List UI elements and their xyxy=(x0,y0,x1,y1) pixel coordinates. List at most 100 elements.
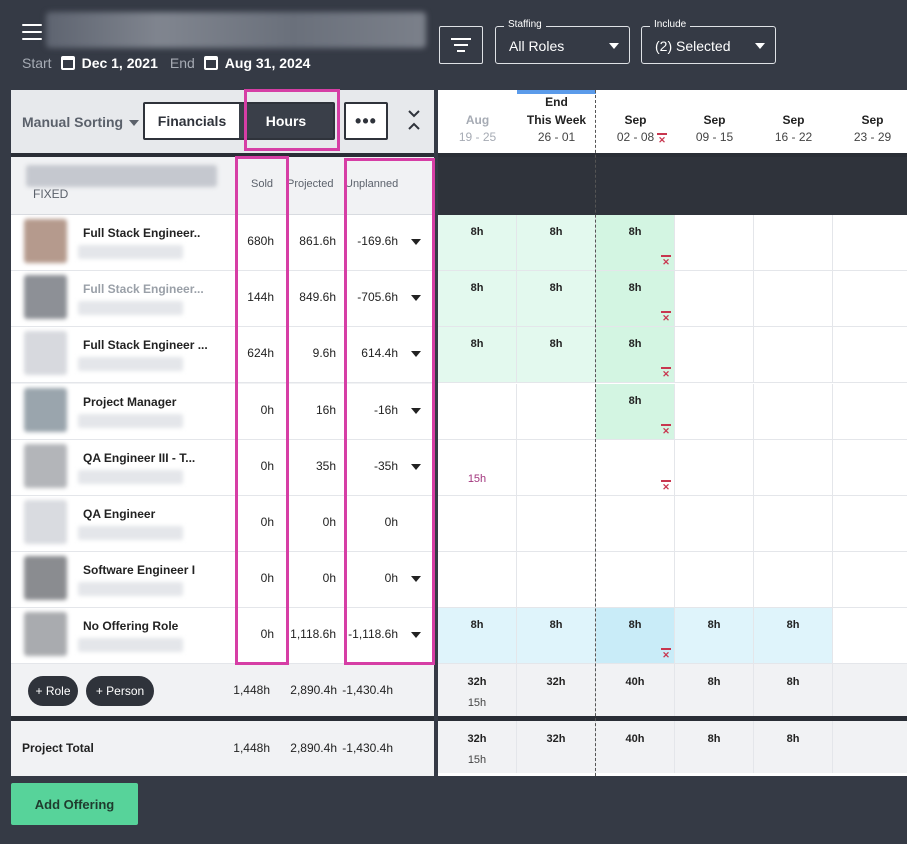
hours-cell[interactable]: ✕ xyxy=(596,439,675,496)
hours-cell[interactable] xyxy=(754,271,833,328)
hours-cell[interactable]: 8h xyxy=(517,608,596,665)
chevron-down-icon[interactable] xyxy=(411,351,421,358)
role-title[interactable]: Full Stack Engineer... xyxy=(83,282,204,297)
hours-cell[interactable] xyxy=(675,439,754,496)
collapse-icon[interactable] xyxy=(407,108,421,132)
hours-cell[interactable] xyxy=(438,496,517,552)
hours-cell[interactable] xyxy=(675,215,754,271)
hours-cell[interactable]: 8h xyxy=(517,271,596,328)
role-row[interactable]: No Offering Role 0h 1,118.6h -1,118.6h xyxy=(11,608,434,665)
week-days: 23 - 29 xyxy=(853,130,892,144)
hours-cell[interactable] xyxy=(754,496,833,552)
more-button[interactable]: ••• xyxy=(344,102,388,140)
staffing-select[interactable]: Staffing All Roles xyxy=(495,19,630,64)
hours-cell[interactable]: 8h xyxy=(438,271,517,328)
menu-icon[interactable] xyxy=(22,24,42,40)
sorting-dropdown[interactable]: Manual Sorting xyxy=(22,114,140,130)
chevron-down-icon[interactable] xyxy=(411,407,421,414)
hours-cell[interactable] xyxy=(754,439,833,496)
role-subtitle-redacted xyxy=(78,357,183,372)
hours-cell[interactable]: 8h ✕ xyxy=(596,383,675,440)
hours-cell[interactable]: 8h xyxy=(517,215,596,271)
hours-cell[interactable] xyxy=(517,496,596,552)
tab-financials[interactable]: Financials xyxy=(145,104,239,138)
hours-cell[interactable]: 8h xyxy=(438,327,517,384)
hours-cell[interactable] xyxy=(517,383,596,440)
hours-cell[interactable] xyxy=(517,552,596,609)
filter-button[interactable] xyxy=(439,26,483,64)
calendar-icon[interactable] xyxy=(60,56,75,70)
role-title[interactable]: Project Manager xyxy=(83,394,177,409)
hours-cell[interactable] xyxy=(833,440,907,496)
hours-cell[interactable]: 8h xyxy=(438,608,517,665)
hours-cell[interactable] xyxy=(754,552,833,609)
sold-value: 624h xyxy=(247,346,274,361)
hours-cell[interactable]: 8h ✕ xyxy=(596,271,675,328)
role-row[interactable]: Project Manager 0h 16h -16h xyxy=(11,383,434,440)
hours-cell[interactable]: 8h xyxy=(438,215,517,271)
hours-cell[interactable] xyxy=(675,383,754,440)
end-date[interactable]: Aug 31, 2024 xyxy=(224,55,311,71)
hours-cell[interactable]: 8h xyxy=(517,327,596,384)
chevron-down-icon[interactable] xyxy=(411,463,421,470)
role-title[interactable]: Full Stack Engineer ... xyxy=(83,338,208,353)
role-row[interactable]: Full Stack Engineer.. 680h 861.6h -169.6h xyxy=(11,215,434,271)
hours-cell[interactable] xyxy=(754,383,833,440)
role-title[interactable]: QA Engineer III - T... xyxy=(83,450,196,465)
hours-cell[interactable] xyxy=(675,271,754,328)
role-row[interactable]: QA Engineer III - T... 0h 35h -35h xyxy=(11,439,434,496)
add-role-button[interactable]: + Role xyxy=(28,676,78,706)
hours-cell[interactable] xyxy=(675,496,754,552)
role-title[interactable]: No Offering Role xyxy=(83,619,179,634)
hours-cell[interactable] xyxy=(675,327,754,384)
role-row[interactable]: Full Stack Engineer ... 624h 9.6h 614.4h xyxy=(11,327,434,384)
chevron-down-icon[interactable] xyxy=(411,576,421,583)
hours-cell[interactable] xyxy=(596,552,675,609)
role-row[interactable]: Software Engineer I 0h 0h 0h xyxy=(11,552,434,609)
hours-cell[interactable] xyxy=(833,552,907,609)
hours-cell[interactable] xyxy=(833,271,907,328)
avatar xyxy=(24,500,67,544)
hours-value: 8h xyxy=(628,338,642,351)
hours-cell[interactable]: 8h xyxy=(754,608,833,665)
chevron-down-icon[interactable] xyxy=(411,632,421,639)
hours-cell[interactable] xyxy=(833,496,907,552)
tab-hours[interactable]: Hours xyxy=(239,104,333,138)
hours-cell[interactable]: 8h xyxy=(675,608,754,665)
role-row[interactable]: Full Stack Engineer... 144h 849.6h -705.6h xyxy=(11,271,434,328)
role-title[interactable]: Full Stack Engineer.. xyxy=(83,226,201,240)
chevron-down-icon[interactable] xyxy=(411,239,421,245)
hours-cell[interactable] xyxy=(754,327,833,384)
hours-cell[interactable] xyxy=(438,383,517,440)
calendar-icon[interactable] xyxy=(203,56,218,70)
hours-cell[interactable]: 8h ✕ xyxy=(596,608,675,665)
week-header: Aug 19 - 25 xyxy=(438,90,517,153)
summary-week-cell: 32h xyxy=(517,664,596,716)
hours-cell[interactable]: 15h xyxy=(438,439,517,496)
hours-cell[interactable]: 8h ✕ xyxy=(596,327,675,384)
week-month: Sep xyxy=(782,113,805,127)
divider xyxy=(438,153,907,157)
start-date[interactable]: Dec 1, 2021 xyxy=(81,55,158,71)
hours-cell[interactable] xyxy=(833,327,907,384)
hours-cell[interactable] xyxy=(833,384,907,440)
hours-cell[interactable] xyxy=(833,215,907,271)
hours-cell[interactable] xyxy=(675,552,754,609)
chevron-down-icon[interactable] xyxy=(411,295,421,302)
unplanned-value: -35h xyxy=(373,458,398,473)
hours-cell[interactable] xyxy=(596,496,675,552)
hours-cell[interactable] xyxy=(754,215,833,271)
projected-value: 1,118.6h xyxy=(290,627,336,642)
unplanned-value: -169.6h xyxy=(357,234,398,248)
role-row[interactable]: QA Engineer 0h 0h 0h xyxy=(11,496,434,552)
add-offering-button[interactable]: Add Offering xyxy=(11,783,138,825)
hours-cell[interactable] xyxy=(438,552,517,609)
hours-cell[interactable] xyxy=(833,608,907,665)
hours-cell[interactable]: 8h ✕ xyxy=(596,215,675,271)
role-title[interactable]: Software Engineer I xyxy=(83,563,196,578)
add-person-button[interactable]: + Person xyxy=(86,676,154,706)
hours-cell[interactable] xyxy=(517,439,596,496)
week-days: 19 - 25 xyxy=(458,130,497,144)
include-select[interactable]: Include (2) Selected xyxy=(641,19,776,64)
role-title[interactable]: QA Engineer xyxy=(83,507,156,521)
